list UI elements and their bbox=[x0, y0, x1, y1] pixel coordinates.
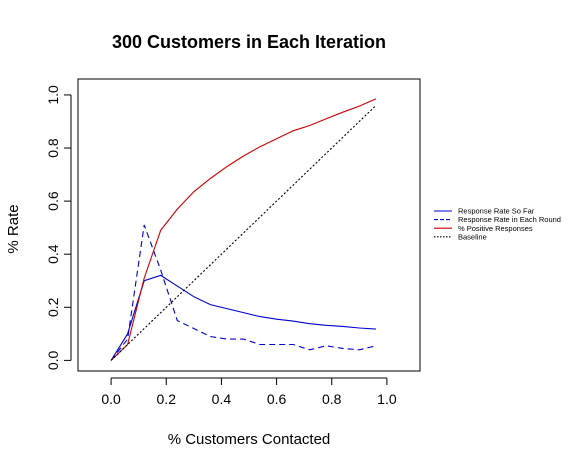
series-line-4 bbox=[110, 105, 377, 361]
series-line-2 bbox=[110, 224, 377, 361]
y-axis: 0.0 0.2 0.4 0.6 0.8 1.0 bbox=[45, 85, 72, 370]
y-tick-label: 0.2 bbox=[45, 297, 61, 317]
series-layer bbox=[110, 98, 377, 361]
legend-label-4: Baseline bbox=[458, 232, 487, 241]
x-axis: 0.0 0.2 0.4 0.6 0.8 1.0 bbox=[101, 377, 397, 407]
x-tick-label: 0.8 bbox=[322, 391, 342, 407]
x-tick-label: 0.0 bbox=[101, 391, 121, 407]
series-line-1 bbox=[110, 274, 376, 361]
y-tick-label: 0.0 bbox=[45, 350, 61, 370]
y-tick-label: 0.8 bbox=[45, 138, 61, 158]
y-tick-label: 0.4 bbox=[45, 244, 61, 264]
legend-label-3: % Positive Responses bbox=[458, 224, 533, 233]
x-tick-label: 1.0 bbox=[377, 391, 397, 407]
y-axis-label: % Rate bbox=[5, 204, 22, 253]
legend-label-1: Response Rate So Far bbox=[458, 207, 535, 216]
series-line-3 bbox=[110, 98, 377, 361]
plot-frame bbox=[77, 78, 421, 372]
y-tick-label: 1.0 bbox=[45, 85, 61, 105]
x-axis-label: % Customers Contacted bbox=[168, 431, 331, 448]
x-tick-label: 0.4 bbox=[212, 391, 232, 407]
legend-label-2: Response Rate in Each Round bbox=[458, 215, 561, 224]
x-tick-label: 0.2 bbox=[157, 391, 177, 407]
chart-title: 300 Customers in Each Iteration bbox=[112, 32, 386, 52]
x-tick-label: 0.6 bbox=[267, 391, 287, 407]
y-tick-label: 0.6 bbox=[45, 191, 61, 211]
